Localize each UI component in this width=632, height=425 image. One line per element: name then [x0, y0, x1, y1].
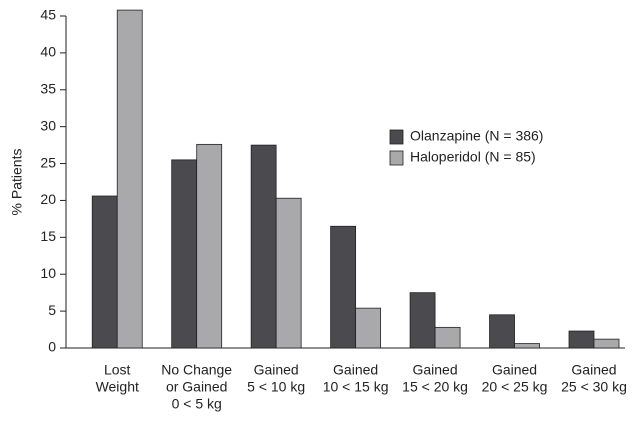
bar	[250, 144, 277, 349]
x-tick-label: Gained	[333, 362, 378, 378]
x-tick-label: 5 < 10 kg	[247, 379, 305, 395]
bar	[171, 159, 198, 349]
bar	[330, 225, 357, 349]
y-axis-label: % Patients	[9, 149, 25, 216]
x-tick-label: Weight	[96, 379, 139, 395]
bar	[116, 9, 143, 349]
bar	[593, 338, 620, 349]
x-tick-label: Lost	[104, 362, 131, 378]
y-tick-label: 0	[48, 339, 56, 355]
x-tick-label: 0 < 5 kg	[172, 396, 222, 412]
x-tick-label: 10 < 15 kg	[323, 379, 389, 395]
x-tick-label: or Gained	[166, 379, 227, 395]
x-tick-label: 20 < 25 kg	[482, 379, 548, 395]
bar	[434, 326, 461, 349]
bar	[409, 292, 436, 349]
x-tick-label: Gained	[412, 362, 457, 378]
y-tick-label: 10	[40, 265, 56, 281]
bar	[514, 343, 540, 349]
x-tick-label: 15 < 20 kg	[402, 379, 468, 395]
y-tick-label: 25	[40, 154, 56, 170]
y-tick-label: 35	[40, 80, 56, 96]
bar	[275, 197, 302, 349]
bar	[355, 307, 382, 349]
bar	[568, 330, 595, 349]
x-tick-label: Gained	[571, 362, 616, 378]
y-tick-label: 30	[40, 117, 56, 133]
bar	[91, 195, 118, 349]
bar	[489, 314, 515, 349]
legend-label: Olanzapine (N = 386)	[410, 128, 543, 144]
y-tick-label: 15	[40, 228, 56, 244]
x-tick-label: 25 < 30 kg	[561, 379, 627, 395]
bar	[196, 143, 223, 349]
x-tick-label: Gained	[492, 362, 537, 378]
x-tick-label: No Change	[161, 362, 232, 378]
y-tick-label: 5	[48, 302, 56, 318]
x-tick-label: Gained	[254, 362, 299, 378]
legend-swatch	[389, 129, 404, 145]
legend-label: Haloperidol (N = 85)	[410, 149, 536, 165]
y-tick-label: 40	[40, 44, 56, 60]
legend-swatch	[389, 150, 404, 166]
y-tick-label: 20	[40, 191, 56, 207]
y-tick-label: 45	[40, 7, 56, 23]
